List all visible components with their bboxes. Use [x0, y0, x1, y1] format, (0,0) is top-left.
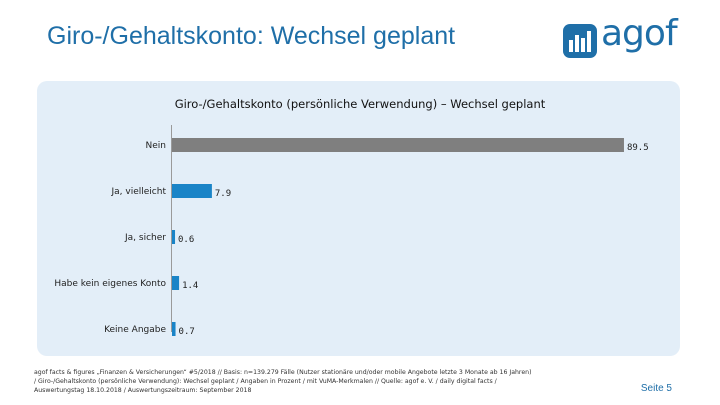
page-number: Seite 5: [640, 383, 672, 394]
chart-title: Giro-/Gehaltskonto (persönliche Verwendu…: [174, 97, 546, 111]
footnote-line-2: / Giro-/Gehaltskonto (persönliche Verwen…: [34, 378, 497, 385]
category-label-0: Nein: [146, 141, 166, 151]
bar-3: [172, 276, 180, 290]
agof-logo-text: agof: [601, 13, 678, 54]
category-label-1: Ja, vielleicht: [111, 187, 167, 197]
value-label-4: 0.7: [179, 327, 195, 337]
agof-logo: agof: [563, 16, 678, 66]
bar-1: [172, 184, 212, 198]
slide-title: Giro-/Gehaltskonto: Wechsel geplant: [47, 22, 456, 50]
footnote: agof facts & figures „Finanzen & Versich…: [34, 368, 634, 395]
value-label-0: 89.5: [627, 143, 649, 153]
bar-0: [172, 138, 624, 152]
value-label-3: 1.4: [182, 281, 198, 291]
value-label-2: 0.6: [178, 235, 194, 245]
category-label-4: Keine Angabe: [104, 325, 166, 335]
category-label-2: Ja, sicher: [124, 233, 166, 243]
value-label-1: 7.9: [215, 189, 231, 199]
bar-2: [172, 230, 176, 244]
chart-panel: [37, 81, 680, 356]
footnote-line-1: agof facts & figures „Finanzen & Versich…: [34, 369, 532, 376]
category-label-3: Habe kein eigenes Konto: [54, 279, 166, 289]
agof-logo-icon: [563, 24, 597, 58]
footnote-line-3: Auswertungstag 18.10.2018 / Auswertungsz…: [34, 387, 252, 394]
bar-4: [172, 322, 176, 336]
